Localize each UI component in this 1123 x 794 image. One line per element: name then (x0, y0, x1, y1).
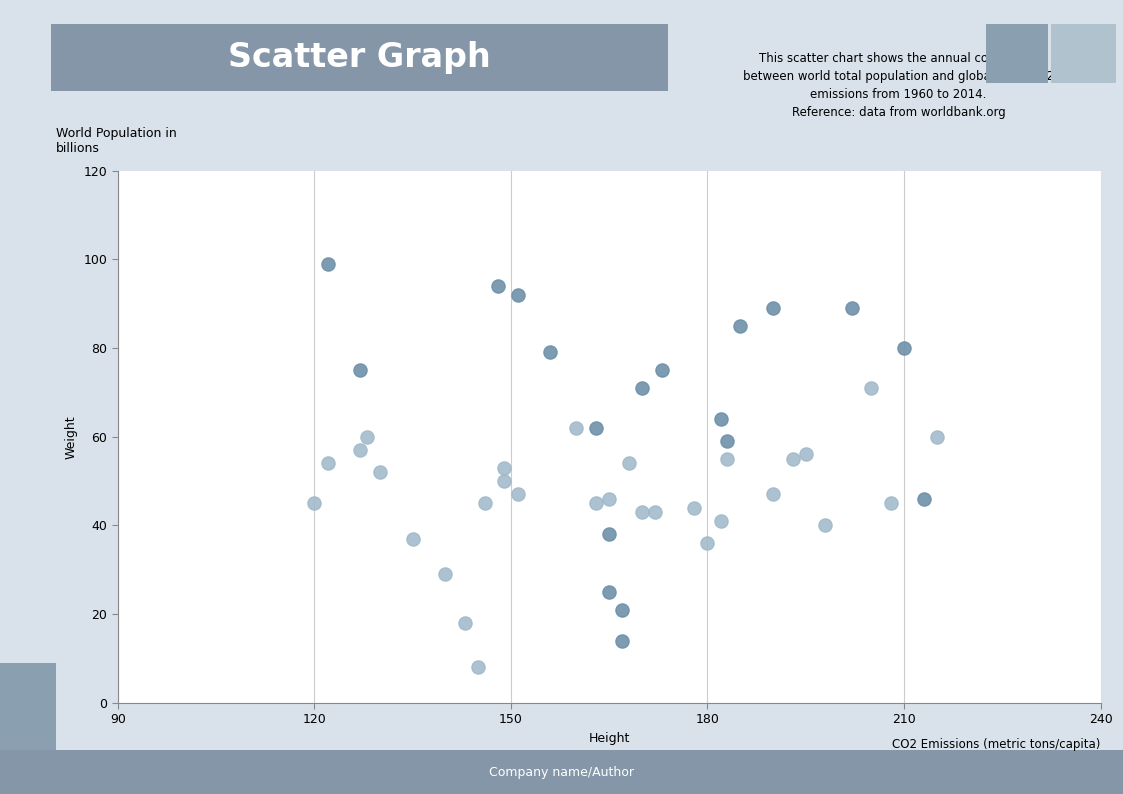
Point (567, 422, 585, 434)
Point (712, 413, 730, 426)
Point (437, 568, 455, 580)
Point (699, 537, 716, 549)
Point (646, 506, 664, 518)
Point (509, 488, 527, 501)
Point (600, 585, 618, 598)
Text: CO2 Emissions (metric tons/capita): CO2 Emissions (metric tons/capita) (892, 738, 1101, 751)
Text: This scatter chart shows the annual correlation
between world total population a: This scatter chart shows the annual corr… (743, 52, 1053, 119)
Point (685, 501, 703, 514)
Point (587, 497, 605, 510)
Point (633, 382, 651, 395)
Point (600, 528, 618, 541)
Point (509, 288, 527, 301)
X-axis label: Height: Height (588, 731, 630, 745)
Point (476, 497, 494, 510)
Point (731, 319, 749, 332)
Point (719, 453, 737, 465)
Point (914, 492, 932, 505)
Point (351, 444, 369, 457)
Point (797, 448, 815, 461)
Text: World Population in
billions: World Population in billions (56, 127, 177, 155)
Point (351, 364, 369, 376)
Point (495, 475, 513, 488)
Point (816, 519, 834, 532)
Point (882, 497, 900, 510)
Point (633, 506, 651, 518)
Point (489, 279, 506, 292)
Point (652, 364, 670, 376)
Text: Company name/Author: Company name/Author (489, 765, 634, 779)
Point (456, 616, 474, 629)
Point (613, 634, 631, 647)
Point (495, 461, 513, 474)
Point (305, 497, 323, 510)
Text: Scatter Graph: Scatter Graph (228, 41, 491, 74)
Point (319, 457, 337, 469)
Point (319, 257, 337, 270)
Point (600, 492, 618, 505)
Point (541, 346, 559, 359)
Point (784, 453, 802, 465)
Point (895, 341, 913, 354)
Point (371, 466, 389, 479)
Point (764, 302, 782, 314)
Point (587, 422, 605, 434)
Point (862, 382, 880, 395)
Point (620, 457, 638, 469)
Point (764, 488, 782, 501)
Point (712, 515, 730, 527)
Point (404, 532, 422, 545)
Point (719, 435, 737, 448)
Point (928, 430, 946, 443)
Point (469, 661, 487, 673)
Y-axis label: Weight: Weight (65, 415, 79, 458)
Point (842, 302, 860, 314)
Point (358, 430, 376, 443)
Point (613, 603, 631, 616)
